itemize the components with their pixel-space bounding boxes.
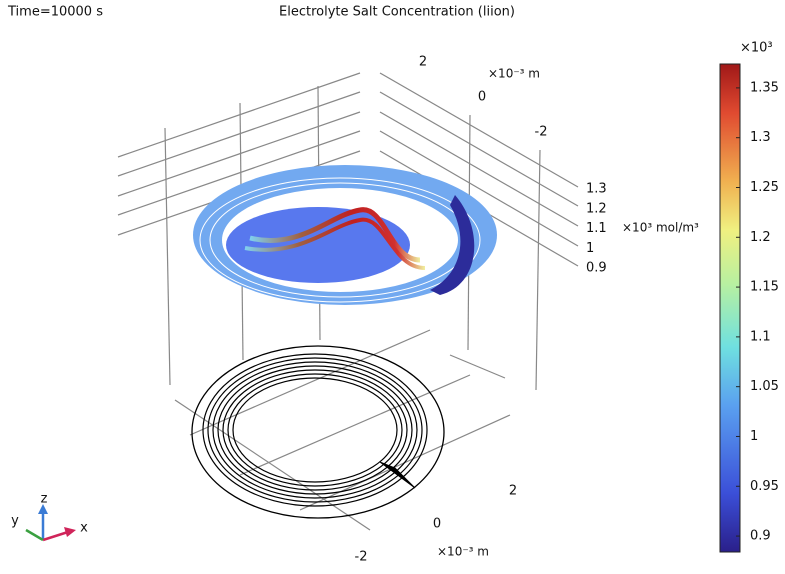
colorbar-tick-label: 1.25 — [750, 180, 779, 195]
triad-z: z — [41, 492, 48, 507]
z-tick-label: 1.2 — [586, 201, 607, 216]
colorbar-tick-label: 1 — [750, 429, 758, 444]
z-tick-label: 0.9 — [586, 261, 607, 276]
triad-y: y — [11, 514, 19, 529]
colorbar-ticks: 1.35 1.3 1.25 1.2 1.15 1.1 1.05 1 0.95 0.9 — [736, 80, 779, 544]
top-tick-label: 0 — [478, 90, 486, 105]
bottom-tick-label: 0 — [433, 517, 441, 532]
time-label: Time=10000 s — [7, 5, 103, 20]
bottom-tick-label: -2 — [355, 550, 368, 565]
plot-title: Electrolyte Salt Concentration (liion) — [279, 5, 515, 20]
top-tick-label: 2 — [419, 55, 427, 70]
electrode-outline — [191, 345, 445, 519]
axis-triad: z x y — [11, 492, 88, 542]
colorbar-tick-label: 1.3 — [750, 130, 771, 145]
bottom-tick-label: 2 — [509, 484, 517, 499]
triad-x: x — [80, 521, 88, 536]
colorbar-tick-label: 0.9 — [750, 529, 771, 544]
colorbar-tick-label: 1.2 — [750, 230, 771, 245]
bottom-axis-unit: ×10⁻³ m — [437, 545, 489, 559]
z-tick-label: 1 — [586, 241, 594, 256]
colorbar-tick-label: 1.05 — [750, 379, 779, 394]
z-tick-label: 1.1 — [586, 221, 607, 236]
top-axis: 2 0 -2 — [419, 55, 548, 140]
colorbar-multiplier: ×10³ — [740, 41, 773, 56]
colorbar-tick-label: 0.95 — [750, 479, 779, 494]
cell-surface — [193, 165, 497, 305]
z-axis: 1.3 1.2 1.1 1 0.9 — [586, 182, 607, 276]
colorbar — [719, 63, 741, 553]
top-axis-unit: ×10⁻³ m — [488, 67, 540, 81]
bottom-axis: 2 0 -2 — [355, 484, 518, 565]
colorbar-tick-label: 1.15 — [750, 280, 779, 295]
colorbar-tick-label: 1.35 — [750, 80, 779, 95]
z-axis-unit: ×10³ mol/m³ — [622, 221, 699, 235]
top-tick-label: -2 — [535, 125, 548, 140]
colorbar-tick-label: 1.1 — [750, 329, 771, 344]
z-tick-label: 1.3 — [586, 182, 607, 197]
